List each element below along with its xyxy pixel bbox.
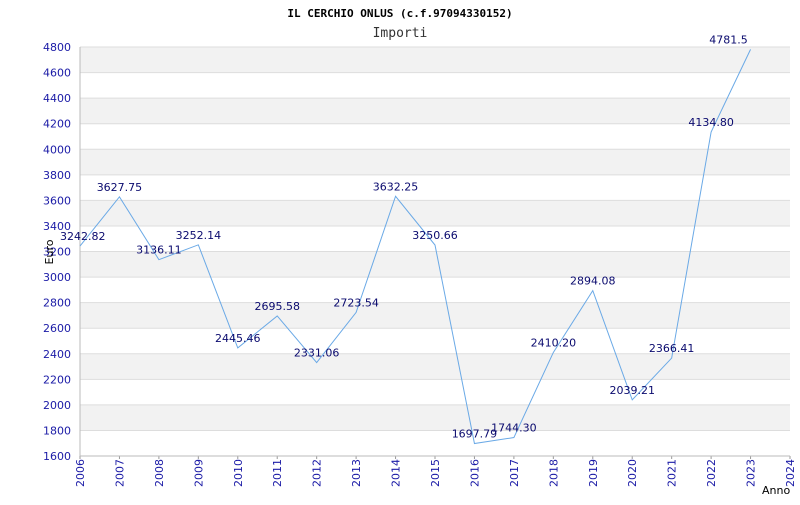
grid-band — [80, 328, 790, 354]
x-tick-label: 2019 — [587, 459, 600, 487]
y-tick-label: 3200 — [43, 246, 71, 259]
data-label: 3136.11 — [136, 244, 182, 257]
grid-band — [80, 123, 790, 150]
grid-band — [80, 379, 790, 405]
y-tick-label: 2000 — [43, 399, 71, 412]
x-tick-label: 2009 — [192, 459, 205, 487]
data-label: 3250.66 — [412, 229, 458, 242]
x-tick-label: 2010 — [232, 459, 245, 487]
x-tick-label: 2008 — [153, 459, 166, 487]
grid-band — [80, 174, 790, 201]
data-label: 1744.30 — [491, 422, 537, 435]
x-axis-label: Anno — [762, 484, 790, 497]
y-tick-label: 3800 — [43, 169, 71, 182]
x-tick-label: 2016 — [468, 459, 481, 487]
y-tick-label: 2200 — [43, 373, 71, 386]
y-tick-labels: 1600 1800 2000 2200 2400 2600 2800 3000 3200 3400… — [43, 41, 71, 463]
data-label: 4781.5 — [709, 33, 748, 46]
y-tick-label: 3600 — [43, 194, 71, 207]
data-labels: 3242.82 3627.75 3136.11 3252.14 2445.46 2695.… — [60, 33, 748, 440]
y-tick-label: 4000 — [43, 143, 71, 156]
x-tick-label: 2020 — [626, 459, 639, 487]
axes — [79, 47, 790, 457]
data-label: 2366.41 — [649, 342, 695, 355]
grid-band — [80, 404, 790, 431]
x-tick-label: 2021 — [666, 459, 679, 487]
x-tick-labels: 2006 2007 2008 2009 2010 2011 2012 2013 2014 2015… — [74, 459, 797, 487]
y-tick-label: 4200 — [43, 118, 71, 131]
x-tick-label: 2023 — [745, 459, 758, 487]
y-tick-label: 4400 — [43, 92, 71, 105]
x-tick-label: 2011 — [271, 459, 284, 487]
y-tick-label: 2600 — [43, 322, 71, 335]
grid-band — [80, 47, 790, 73]
x-tick-label: 2017 — [508, 459, 521, 487]
data-label: 2331.06 — [294, 347, 340, 360]
data-label: 3242.82 — [60, 230, 106, 243]
data-label: 3632.25 — [373, 180, 419, 193]
x-tick-label: 2015 — [429, 459, 442, 487]
grid-band — [80, 430, 790, 456]
grid-band — [80, 98, 790, 124]
data-label: 2723.54 — [333, 296, 379, 309]
series-line — [79, 49, 752, 445]
grid-band — [80, 200, 790, 226]
chart-subtitle: Importi — [373, 26, 428, 41]
x-tick-label: 2022 — [705, 459, 718, 487]
grid-band — [80, 302, 790, 329]
y-tick-label: 1600 — [43, 450, 71, 463]
grid-band — [80, 251, 790, 278]
data-label: 3627.75 — [97, 181, 143, 194]
y-axis-label: Euro — [43, 239, 56, 264]
data-label: 2695.58 — [254, 300, 300, 313]
data-label: 1697.79 — [452, 428, 498, 441]
series — [79, 49, 752, 445]
grid-band — [80, 353, 790, 380]
x-tick-label: 2006 — [74, 459, 87, 487]
y-tick-label: 3400 — [43, 220, 71, 233]
grid-lines — [79, 46, 791, 459]
data-label: 2410.20 — [531, 336, 577, 349]
y-tick-label: 3000 — [43, 271, 71, 284]
grid-band — [80, 72, 790, 99]
data-label: 2445.46 — [215, 332, 261, 345]
grid-band — [80, 277, 790, 303]
y-tick-label: 2800 — [43, 297, 71, 310]
x-tick-label: 2018 — [547, 459, 560, 487]
y-tick-label: 1800 — [43, 424, 71, 437]
x-tick-label: 2012 — [311, 459, 324, 487]
chart-title: IL CERCHIO ONLUS (c.f.97094330152) — [287, 7, 512, 20]
y-tick-label: 4800 — [43, 41, 71, 54]
data-label: 4134.80 — [688, 116, 734, 129]
x-tick-label: 2013 — [350, 459, 363, 487]
x-tick-label: 2014 — [390, 459, 403, 487]
y-tick-label: 2400 — [43, 348, 71, 361]
grid-band — [80, 149, 790, 175]
data-label: 2039.21 — [609, 384, 655, 397]
x-tick-label: 2024 — [784, 459, 797, 487]
y-tick-label: 4600 — [43, 67, 71, 80]
data-label: 2894.08 — [570, 275, 616, 288]
data-label: 3252.14 — [176, 229, 222, 242]
x-tick-label: 2007 — [113, 459, 126, 487]
